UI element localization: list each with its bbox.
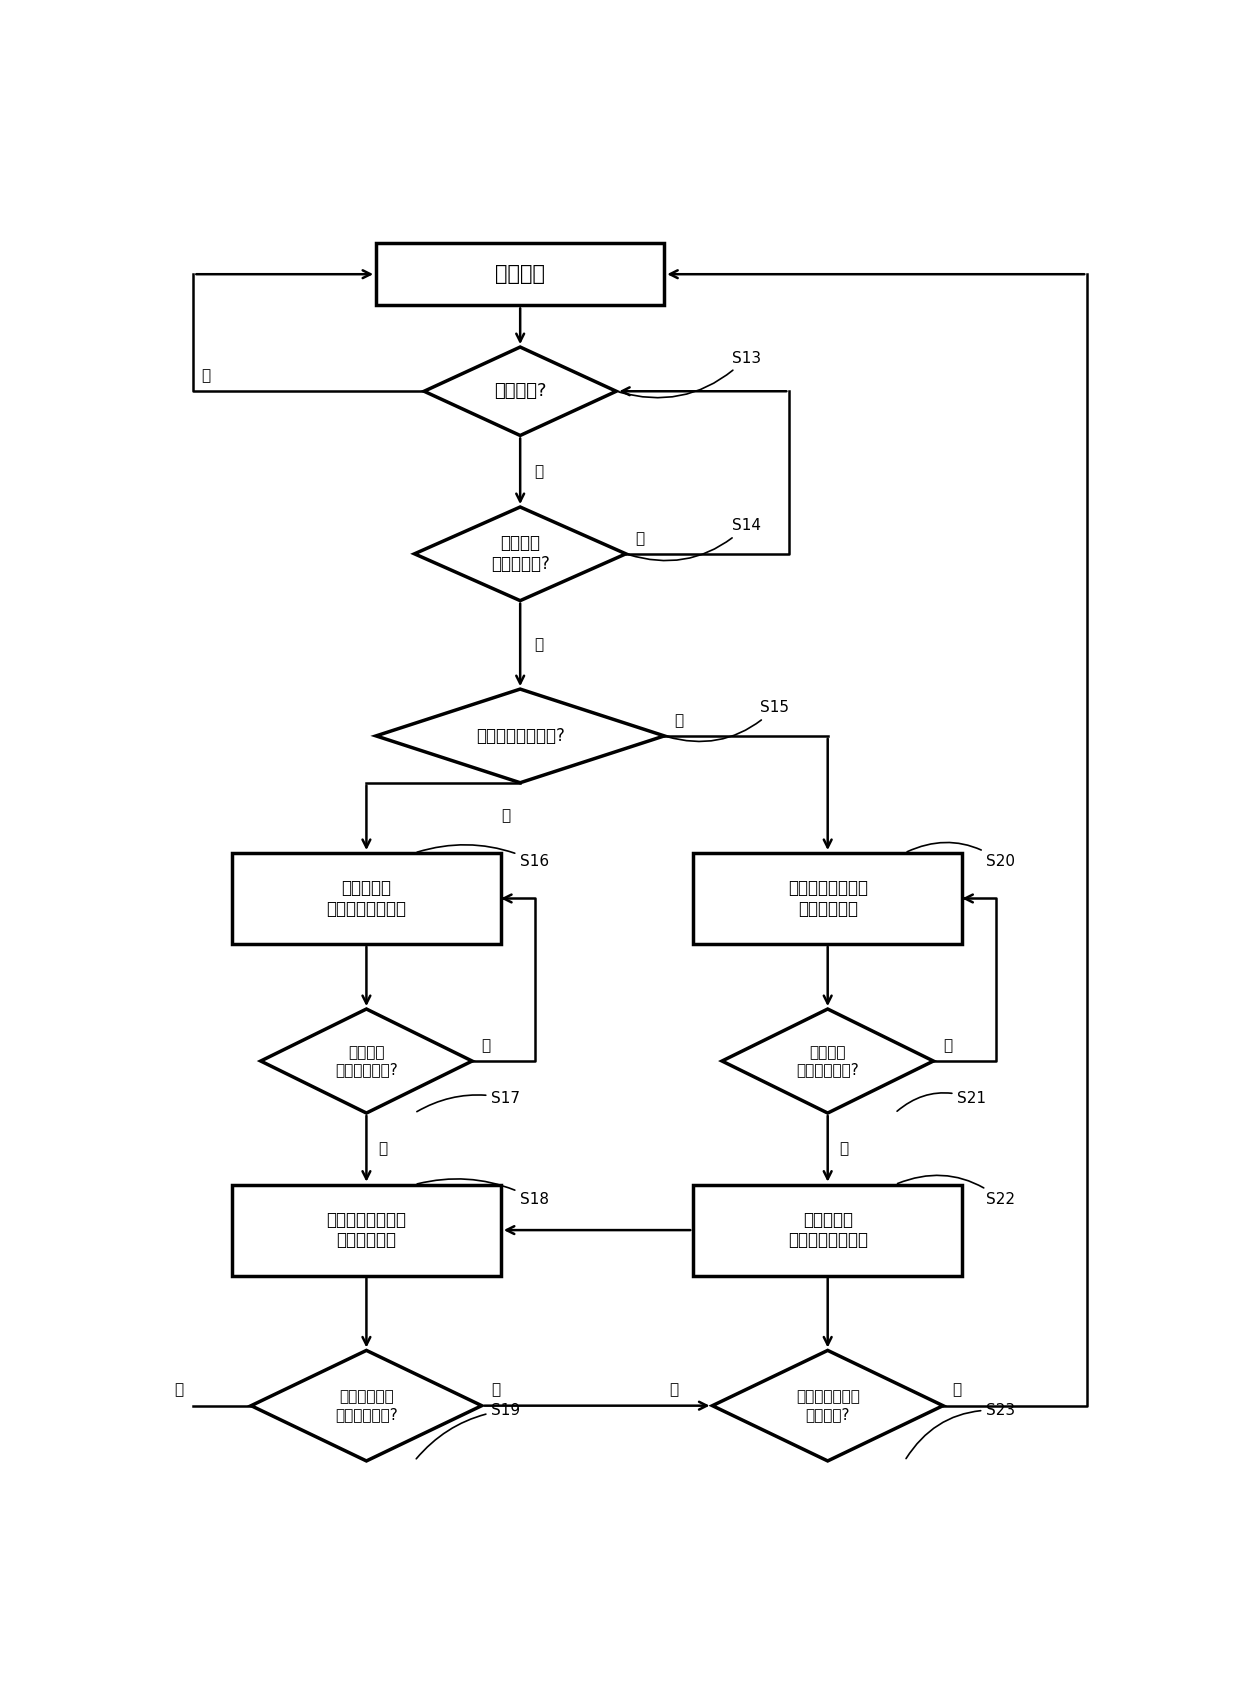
- Text: S13: S13: [619, 351, 760, 397]
- Text: 否: 否: [175, 1383, 184, 1397]
- Text: 是: 是: [491, 1383, 501, 1397]
- Polygon shape: [712, 1351, 942, 1461]
- Text: 减: 减: [675, 713, 683, 728]
- Text: 是: 是: [534, 637, 543, 652]
- Text: 减少流浆笱供给量
抄纸丝网减速: 减少流浆笱供给量 抄纸丝网减速: [326, 1211, 407, 1250]
- Text: 干燥辊加速
切断用输送部加速: 干燥辊加速 切断用输送部加速: [787, 1211, 868, 1250]
- Text: S15: S15: [667, 701, 790, 741]
- Text: 否: 否: [635, 530, 645, 546]
- Text: S21: S21: [897, 1091, 987, 1111]
- Text: 是否等待干燥辊
加速时间?: 是否等待干燥辊 加速时间?: [796, 1390, 859, 1422]
- Text: 是: 是: [481, 1039, 491, 1052]
- Text: 否: 否: [839, 1142, 848, 1157]
- Polygon shape: [424, 346, 616, 436]
- Text: 是否等待抄纸
丝网减速时间?: 是否等待抄纸 丝网减速时间?: [335, 1390, 398, 1422]
- Polygon shape: [260, 1008, 472, 1113]
- Text: 是否处于
切断控制中?: 是否处于 切断控制中?: [491, 534, 549, 573]
- Polygon shape: [376, 689, 665, 782]
- Text: S22: S22: [898, 1176, 1016, 1208]
- Text: S14: S14: [629, 519, 760, 561]
- Polygon shape: [414, 507, 626, 601]
- Text: 是否等待
湿纸松弛时间?: 是否等待 湿纸松弛时间?: [335, 1045, 398, 1078]
- Text: S19: S19: [417, 1404, 521, 1459]
- Text: 否: 否: [378, 1142, 387, 1157]
- Bar: [232, 1184, 501, 1275]
- Text: 增加流浆笱供给量
抄纸丝网加速: 增加流浆笱供给量 抄纸丝网加速: [787, 878, 868, 917]
- Text: 是: 是: [534, 464, 543, 478]
- Text: 干燥调整?: 干燥调整?: [494, 382, 547, 400]
- Bar: [232, 853, 501, 944]
- Bar: [693, 853, 962, 944]
- Polygon shape: [250, 1351, 481, 1461]
- Text: 是: 是: [670, 1383, 678, 1397]
- Text: S20: S20: [908, 843, 1016, 868]
- Text: 判断干燥调整增减?: 判断干燥调整增减?: [476, 726, 564, 745]
- Text: S23: S23: [906, 1404, 1016, 1459]
- Bar: [376, 243, 665, 306]
- Text: 增: 增: [501, 807, 511, 823]
- Text: S16: S16: [417, 844, 549, 868]
- Text: S18: S18: [417, 1179, 549, 1208]
- Polygon shape: [722, 1008, 934, 1113]
- Text: 是: 是: [942, 1039, 952, 1052]
- Bar: [693, 1184, 962, 1275]
- Text: 否: 否: [952, 1383, 962, 1397]
- Text: 开始抄纸: 开始抄纸: [495, 263, 546, 284]
- Text: 干燥辊减速
切断用输送部减速: 干燥辊减速 切断用输送部减速: [326, 878, 407, 917]
- Text: 是否等待
湿纸松弛时间?: 是否等待 湿纸松弛时间?: [796, 1045, 859, 1078]
- Text: 否: 否: [201, 368, 211, 383]
- Text: S17: S17: [417, 1091, 521, 1111]
